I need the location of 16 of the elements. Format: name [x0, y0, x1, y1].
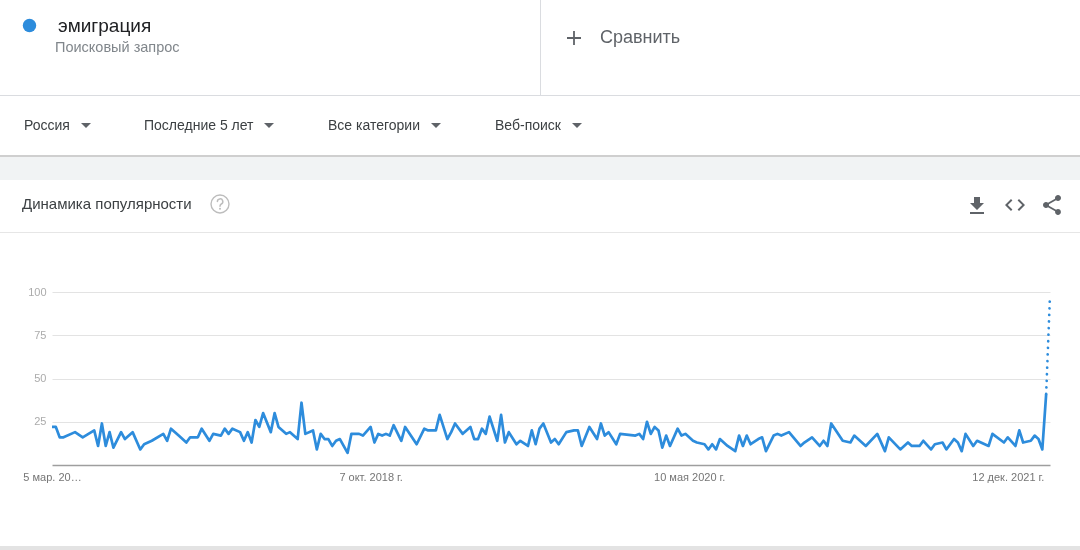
x-tick-label: 12 дек. 2021 г. — [972, 470, 1045, 483]
text: Все категории — [328, 117, 420, 134]
y-tick-label: 50 — [34, 372, 47, 384]
y-tick-label: 25 — [34, 415, 47, 428]
x-tick-label: 5 мар. 20… — [23, 470, 82, 483]
chart-title: Динамика популярности — [22, 195, 192, 212]
text: Последние 5 лет — [144, 117, 254, 134]
text: Поисковый запрос — [55, 39, 180, 56]
legend-label: эмиграция — [58, 14, 152, 36]
x-tick-label: 10 мая 2020 г. — [654, 470, 726, 483]
x-tick-label: 7 окт. 2018 г. — [339, 470, 403, 483]
text: Россия — [24, 117, 70, 134]
y-tick-label: 75 — [34, 328, 47, 341]
text: Сравнить — [600, 27, 681, 48]
y-tick-label: 100 — [28, 285, 47, 298]
text: Веб-поиск — [495, 117, 561, 134]
